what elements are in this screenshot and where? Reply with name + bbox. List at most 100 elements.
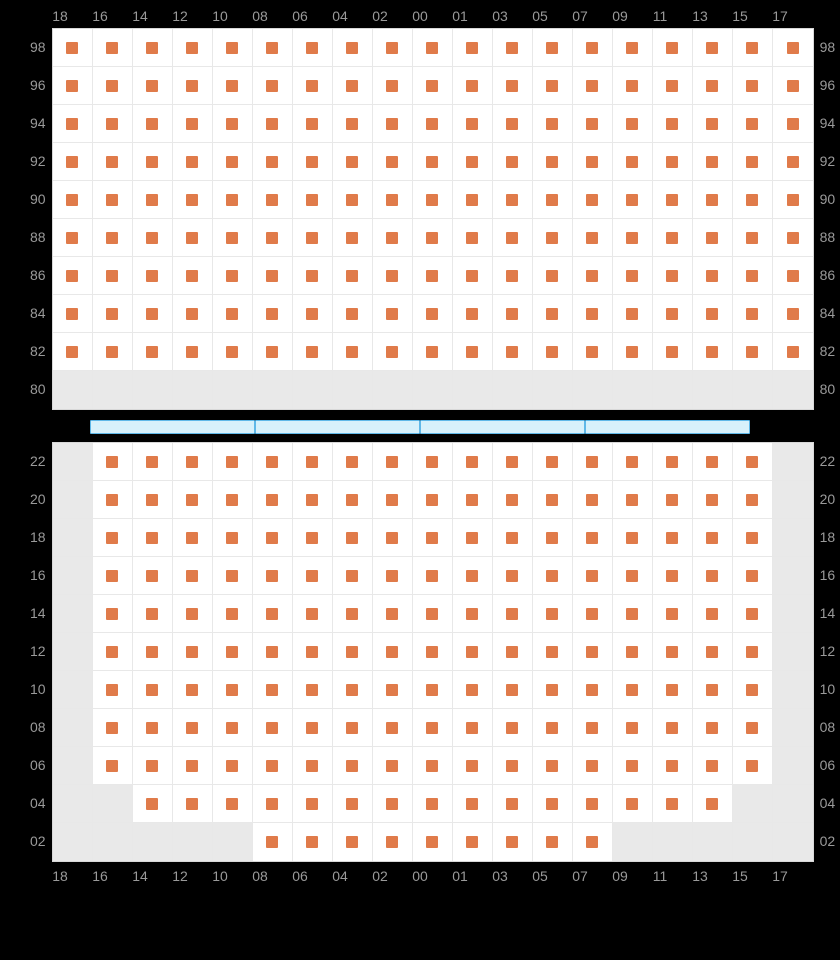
seat-cell[interactable]: [133, 295, 173, 332]
seat-cell[interactable]: [293, 671, 333, 708]
seat-cell[interactable]: [573, 785, 613, 822]
seat-cell[interactable]: [733, 67, 773, 104]
seat-cell[interactable]: [613, 557, 653, 594]
seat-cell[interactable]: [173, 257, 213, 294]
seat-cell[interactable]: [653, 67, 693, 104]
seat-cell[interactable]: [653, 747, 693, 784]
seat-cell[interactable]: [373, 29, 413, 66]
seat-cell[interactable]: [253, 519, 293, 556]
seat-cell[interactable]: [413, 595, 453, 632]
seat-cell[interactable]: [173, 633, 213, 670]
seat-cell[interactable]: [373, 443, 413, 480]
seat-cell[interactable]: [53, 181, 93, 218]
seat-cell[interactable]: [133, 219, 173, 256]
seat-cell[interactable]: [253, 295, 293, 332]
seat-cell[interactable]: [413, 105, 453, 142]
seat-cell[interactable]: [613, 181, 653, 218]
seat-cell[interactable]: [453, 633, 493, 670]
seat-cell[interactable]: [213, 333, 253, 370]
seat-cell[interactable]: [653, 181, 693, 218]
seat-cell[interactable]: [773, 219, 813, 256]
seat-cell[interactable]: [93, 143, 133, 180]
seat-cell[interactable]: [413, 29, 453, 66]
seat-cell[interactable]: [493, 481, 533, 518]
seat-cell[interactable]: [373, 519, 413, 556]
seat-cell[interactable]: [373, 709, 413, 746]
seat-cell[interactable]: [53, 143, 93, 180]
seat-cell[interactable]: [253, 595, 293, 632]
seat-cell[interactable]: [653, 295, 693, 332]
seat-cell[interactable]: [653, 219, 693, 256]
seat-cell[interactable]: [613, 785, 653, 822]
seat-cell[interactable]: [333, 219, 373, 256]
seat-cell[interactable]: [373, 333, 413, 370]
seat-cell[interactable]: [133, 519, 173, 556]
seat-cell[interactable]: [293, 295, 333, 332]
seat-cell[interactable]: [453, 219, 493, 256]
seat-cell[interactable]: [653, 443, 693, 480]
seat-cell[interactable]: [253, 747, 293, 784]
seat-cell[interactable]: [253, 671, 293, 708]
seat-cell[interactable]: [613, 595, 653, 632]
seat-cell[interactable]: [333, 333, 373, 370]
seat-cell[interactable]: [93, 219, 133, 256]
seat-cell[interactable]: [213, 257, 253, 294]
seat-cell[interactable]: [253, 557, 293, 594]
seat-cell[interactable]: [93, 633, 133, 670]
seat-cell[interactable]: [733, 557, 773, 594]
seat-cell[interactable]: [53, 29, 93, 66]
seat-cell[interactable]: [373, 823, 413, 861]
seat-cell[interactable]: [533, 443, 573, 480]
seat-cell[interactable]: [613, 481, 653, 518]
seat-cell[interactable]: [693, 143, 733, 180]
seat-cell[interactable]: [693, 709, 733, 746]
seat-cell[interactable]: [293, 823, 333, 861]
seat-cell[interactable]: [373, 633, 413, 670]
seat-cell[interactable]: [413, 295, 453, 332]
seat-cell[interactable]: [253, 219, 293, 256]
seat-cell[interactable]: [573, 295, 613, 332]
seat-cell[interactable]: [613, 143, 653, 180]
seat-cell[interactable]: [653, 709, 693, 746]
seat-cell[interactable]: [333, 181, 373, 218]
seat-cell[interactable]: [213, 443, 253, 480]
seat-cell[interactable]: [173, 481, 213, 518]
seat-cell[interactable]: [493, 747, 533, 784]
seat-cell[interactable]: [413, 181, 453, 218]
seat-cell[interactable]: [213, 105, 253, 142]
seat-cell[interactable]: [213, 557, 253, 594]
seat-cell[interactable]: [213, 747, 253, 784]
seat-cell[interactable]: [93, 481, 133, 518]
seat-cell[interactable]: [693, 557, 733, 594]
seat-cell[interactable]: [733, 747, 773, 784]
seat-cell[interactable]: [253, 333, 293, 370]
seat-cell[interactable]: [133, 595, 173, 632]
seat-cell[interactable]: [293, 709, 333, 746]
seat-cell[interactable]: [293, 67, 333, 104]
seat-cell[interactable]: [333, 709, 373, 746]
seat-cell[interactable]: [493, 105, 533, 142]
seat-cell[interactable]: [693, 105, 733, 142]
seat-cell[interactable]: [613, 709, 653, 746]
seat-cell[interactable]: [373, 181, 413, 218]
seat-cell[interactable]: [733, 295, 773, 332]
seat-cell[interactable]: [573, 181, 613, 218]
seat-cell[interactable]: [213, 519, 253, 556]
seat-cell[interactable]: [53, 257, 93, 294]
seat-cell[interactable]: [453, 333, 493, 370]
seat-cell[interactable]: [173, 295, 213, 332]
seat-cell[interactable]: [293, 443, 333, 480]
seat-cell[interactable]: [453, 29, 493, 66]
seat-cell[interactable]: [253, 181, 293, 218]
seat-cell[interactable]: [613, 295, 653, 332]
seat-cell[interactable]: [333, 519, 373, 556]
seat-cell[interactable]: [293, 257, 333, 294]
seat-cell[interactable]: [653, 29, 693, 66]
seat-cell[interactable]: [653, 519, 693, 556]
seat-cell[interactable]: [573, 143, 613, 180]
seat-cell[interactable]: [693, 295, 733, 332]
seat-cell[interactable]: [133, 181, 173, 218]
seat-cell[interactable]: [773, 29, 813, 66]
seat-cell[interactable]: [133, 481, 173, 518]
seat-cell[interactable]: [373, 595, 413, 632]
